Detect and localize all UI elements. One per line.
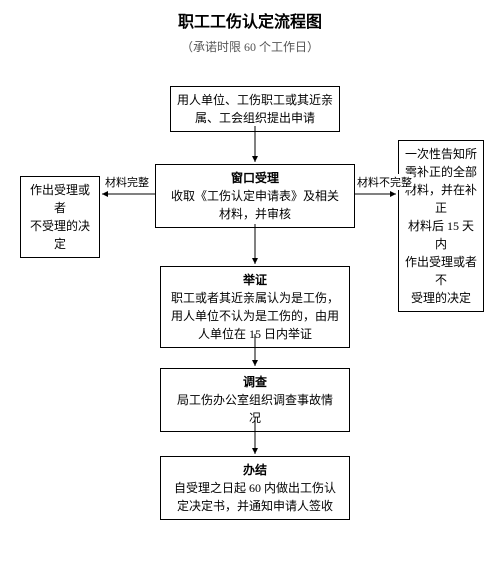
- node-proof-title: 举证: [167, 271, 343, 289]
- node-accept-title: 窗口受理: [162, 169, 348, 187]
- node-finish-title: 办结: [167, 461, 343, 479]
- node-proof-body: 职工或者其近亲属认为是工伤，用人单位不认为是工伤的，由用人单位在 15 日内举证: [171, 291, 339, 341]
- node-left: 作出受理或者不受理的决定: [20, 176, 100, 258]
- node-accept-body: 收取《工伤认定申请表》及相关材料，并审核: [171, 189, 339, 221]
- node-accept: 窗口受理 收取《工伤认定申请表》及相关材料，并审核: [155, 164, 355, 228]
- node-apply-body: 用人单位、工伤职工或其近亲属、工会组织提出申请: [177, 93, 333, 125]
- node-apply: 用人单位、工伤职工或其近亲属、工会组织提出申请: [170, 86, 340, 132]
- node-invest-title: 调查: [167, 373, 343, 391]
- edge-label-complete: 材料完整: [104, 174, 150, 190]
- page-title: 职工工伤认定流程图: [0, 8, 500, 32]
- edge-label-incomplete: 材料不完整: [356, 174, 413, 190]
- node-proof: 举证 职工或者其近亲属认为是工伤，用人单位不认为是工伤的，由用人单位在 15 日…: [160, 266, 350, 348]
- node-invest-body: 局工伤办公室组织调查事故情况: [177, 393, 333, 425]
- node-invest: 调查 局工伤办公室组织调查事故情况: [160, 368, 350, 432]
- node-right: 一次性告知所需补正的全部材料，并在补正材料后 15 天内作出受理或者不受理的决定: [398, 140, 484, 312]
- node-right-body: 一次性告知所需补正的全部材料，并在补正材料后 15 天内作出受理或者不受理的决定: [405, 147, 477, 305]
- node-finish: 办结 自受理之日起 60 内做出工伤认定决定书，并通知申请人签收: [160, 456, 350, 520]
- page-subtitle: （承诺时限 60 个工作日）: [0, 38, 500, 55]
- node-left-body: 作出受理或者不受理的决定: [30, 183, 90, 251]
- node-finish-body: 自受理之日起 60 内做出工伤认定决定书，并通知申请人签收: [174, 481, 336, 513]
